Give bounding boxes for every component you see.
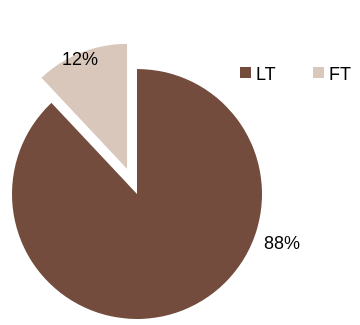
legend-item-lt: LT bbox=[240, 64, 276, 84]
pie-slice-ft bbox=[41, 43, 128, 169]
pie-slices bbox=[11, 43, 263, 319]
data-labels: 12% 88% bbox=[62, 49, 300, 253]
legend-item-ft: FT bbox=[313, 64, 351, 84]
legend-swatch-ft bbox=[313, 67, 324, 78]
pie-slice-lt bbox=[11, 69, 263, 319]
legend-swatch-lt bbox=[240, 67, 251, 78]
legend: LT FT bbox=[240, 64, 351, 84]
legend-label-ft: FT bbox=[329, 64, 351, 84]
data-label-ft: 12% bbox=[62, 49, 98, 69]
legend-label-lt: LT bbox=[256, 64, 276, 84]
data-label-lt: 88% bbox=[264, 233, 300, 253]
